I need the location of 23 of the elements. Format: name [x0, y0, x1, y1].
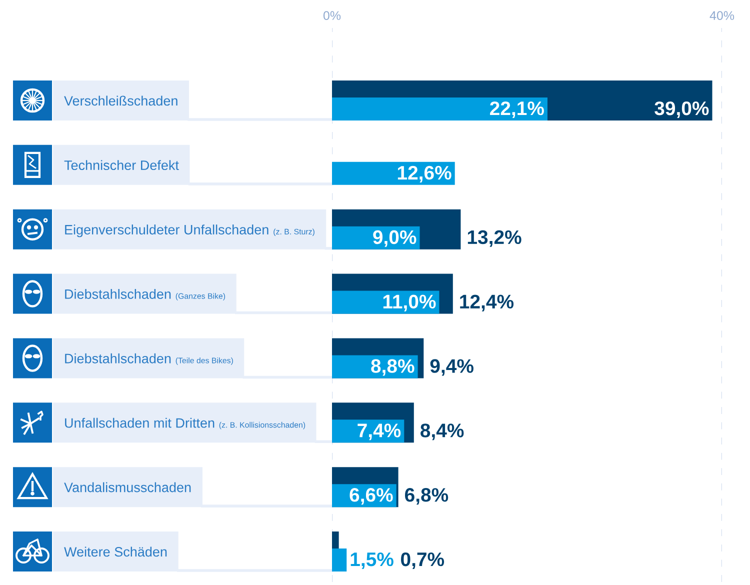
y-tick-label: Technischer Defekt	[64, 160, 179, 170]
data-label: 0,7%	[401, 552, 444, 570]
data-label: 6,6%	[350, 488, 393, 505]
x-tick-label: 0%	[323, 11, 341, 20]
data-label: 39,0%	[654, 101, 709, 118]
data-label: 12,6%	[398, 166, 452, 182]
data-label: 9,4%	[430, 359, 474, 376]
data-label: 12,4%	[460, 294, 514, 312]
y-tick-label: Vandalismusschaden	[64, 482, 191, 492]
data-label: 1,5%	[350, 552, 394, 570]
data-label: 11,0%	[383, 294, 436, 312]
x-tick-label: 40%	[710, 11, 734, 20]
bar	[332, 548, 347, 572]
data-label: 9,0%	[373, 230, 416, 247]
bar	[332, 98, 548, 120]
data-label: 7,4%	[358, 424, 401, 440]
data-label: 6,8%	[405, 488, 448, 505]
data-label: 8,4%	[420, 424, 464, 440]
data-label: 8,8%	[371, 359, 414, 376]
y-tick-label: Verschleißschaden	[64, 96, 178, 106]
data-label: 22,1%	[490, 101, 544, 118]
data-label: 13,2%	[468, 230, 522, 247]
y-tick-label: Weitere Schäden	[64, 546, 167, 557]
